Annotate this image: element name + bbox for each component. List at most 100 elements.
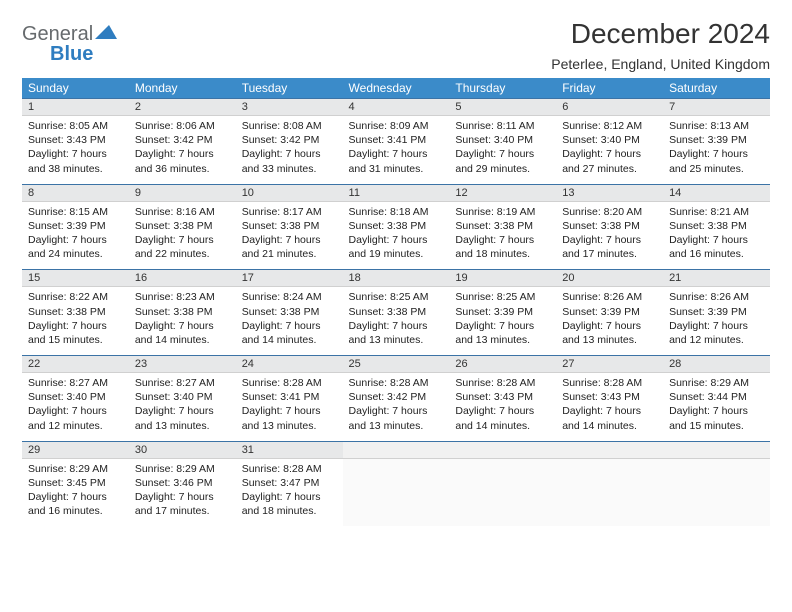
day-number-cell: 11 — [343, 184, 450, 201]
day-content-cell: Sunrise: 8:29 AMSunset: 3:44 PMDaylight:… — [663, 373, 770, 442]
day-content-cell — [663, 458, 770, 526]
day-line: and 21 minutes. — [242, 247, 337, 261]
day-content-cell: Sunrise: 8:28 AMSunset: 3:41 PMDaylight:… — [236, 373, 343, 442]
day-line: Sunset: 3:39 PM — [455, 305, 550, 319]
day-number-cell: 17 — [236, 270, 343, 287]
day-line: Sunrise: 8:22 AM — [28, 290, 123, 304]
calendar-table: Sunday Monday Tuesday Wednesday Thursday… — [22, 78, 770, 526]
weekday-header: Saturday — [663, 78, 770, 99]
day-number-cell: 13 — [556, 184, 663, 201]
daynum-row: 891011121314 — [22, 184, 770, 201]
day-number-cell: 28 — [663, 356, 770, 373]
day-number-cell: 20 — [556, 270, 663, 287]
day-content-cell: Sunrise: 8:26 AMSunset: 3:39 PMDaylight:… — [556, 287, 663, 356]
day-line: Sunrise: 8:19 AM — [455, 205, 550, 219]
day-number-cell: 31 — [236, 441, 343, 458]
title-block: December 2024 Peterlee, England, United … — [551, 18, 770, 72]
day-number-cell: 18 — [343, 270, 450, 287]
day-body-row: Sunrise: 8:29 AMSunset: 3:45 PMDaylight:… — [22, 458, 770, 526]
day-line: Sunset: 3:47 PM — [242, 476, 337, 490]
day-line: Sunset: 3:43 PM — [455, 390, 550, 404]
day-content-cell: Sunrise: 8:28 AMSunset: 3:47 PMDaylight:… — [236, 458, 343, 526]
day-line: Sunset: 3:39 PM — [28, 219, 123, 233]
day-line: and 22 minutes. — [135, 247, 230, 261]
day-line: Sunset: 3:39 PM — [669, 133, 764, 147]
day-line: and 18 minutes. — [242, 504, 337, 518]
day-number-cell: 21 — [663, 270, 770, 287]
day-content-cell: Sunrise: 8:20 AMSunset: 3:38 PMDaylight:… — [556, 201, 663, 270]
day-number-cell: 8 — [22, 184, 129, 201]
daynum-row: 1234567 — [22, 99, 770, 116]
location-text: Peterlee, England, United Kingdom — [551, 56, 770, 72]
day-line: Sunrise: 8:09 AM — [349, 119, 444, 133]
day-line: and 15 minutes. — [669, 419, 764, 433]
day-line: and 29 minutes. — [455, 162, 550, 176]
day-line: Daylight: 7 hours — [242, 490, 337, 504]
day-line: and 31 minutes. — [349, 162, 444, 176]
daynum-row: 15161718192021 — [22, 270, 770, 287]
day-content-cell: Sunrise: 8:11 AMSunset: 3:40 PMDaylight:… — [449, 116, 556, 185]
day-line: Sunset: 3:39 PM — [669, 305, 764, 319]
day-line: Sunrise: 8:28 AM — [242, 376, 337, 390]
day-line: and 12 minutes. — [28, 419, 123, 433]
day-content-cell: Sunrise: 8:29 AMSunset: 3:45 PMDaylight:… — [22, 458, 129, 526]
day-number-cell: 10 — [236, 184, 343, 201]
day-line: Sunrise: 8:27 AM — [135, 376, 230, 390]
day-line: and 12 minutes. — [669, 333, 764, 347]
day-line: Sunset: 3:38 PM — [135, 219, 230, 233]
day-line: Daylight: 7 hours — [135, 147, 230, 161]
day-number-cell: 7 — [663, 99, 770, 116]
logo-blue-text: Blue — [50, 44, 117, 64]
day-content-cell: Sunrise: 8:28 AMSunset: 3:42 PMDaylight:… — [343, 373, 450, 442]
day-number-cell: 1 — [22, 99, 129, 116]
day-line: Daylight: 7 hours — [349, 233, 444, 247]
day-content-cell: Sunrise: 8:28 AMSunset: 3:43 PMDaylight:… — [556, 373, 663, 442]
day-number-cell: 9 — [129, 184, 236, 201]
day-line: and 18 minutes. — [455, 247, 550, 261]
day-content-cell: Sunrise: 8:27 AMSunset: 3:40 PMDaylight:… — [129, 373, 236, 442]
day-line: Sunrise: 8:25 AM — [349, 290, 444, 304]
day-body-row: Sunrise: 8:05 AMSunset: 3:43 PMDaylight:… — [22, 116, 770, 185]
day-line: and 14 minutes. — [562, 419, 657, 433]
day-line: Daylight: 7 hours — [242, 233, 337, 247]
day-number-cell: 29 — [22, 441, 129, 458]
day-number-cell: 16 — [129, 270, 236, 287]
day-line: Sunrise: 8:26 AM — [562, 290, 657, 304]
day-content-cell: Sunrise: 8:19 AMSunset: 3:38 PMDaylight:… — [449, 201, 556, 270]
day-content-cell — [343, 458, 450, 526]
day-line: Daylight: 7 hours — [455, 404, 550, 418]
day-line: Sunset: 3:40 PM — [455, 133, 550, 147]
day-number-cell: 4 — [343, 99, 450, 116]
day-line: Sunrise: 8:13 AM — [669, 119, 764, 133]
day-content-cell: Sunrise: 8:29 AMSunset: 3:46 PMDaylight:… — [129, 458, 236, 526]
day-line: Sunrise: 8:26 AM — [669, 290, 764, 304]
day-line: Sunrise: 8:15 AM — [28, 205, 123, 219]
day-number-cell — [449, 441, 556, 458]
day-line: Sunset: 3:38 PM — [455, 219, 550, 233]
day-number-cell: 23 — [129, 356, 236, 373]
day-content-cell: Sunrise: 8:21 AMSunset: 3:38 PMDaylight:… — [663, 201, 770, 270]
day-content-cell: Sunrise: 8:08 AMSunset: 3:42 PMDaylight:… — [236, 116, 343, 185]
day-line: Sunset: 3:38 PM — [349, 305, 444, 319]
calendar-body: 1234567Sunrise: 8:05 AMSunset: 3:43 PMDa… — [22, 99, 770, 527]
weekday-header: Wednesday — [343, 78, 450, 99]
day-line: Sunrise: 8:28 AM — [242, 462, 337, 476]
day-line: Sunrise: 8:08 AM — [242, 119, 337, 133]
day-number-cell: 5 — [449, 99, 556, 116]
day-number-cell — [556, 441, 663, 458]
day-content-cell: Sunrise: 8:13 AMSunset: 3:39 PMDaylight:… — [663, 116, 770, 185]
day-line: and 33 minutes. — [242, 162, 337, 176]
weekday-header: Friday — [556, 78, 663, 99]
day-line: and 13 minutes. — [349, 419, 444, 433]
day-body-row: Sunrise: 8:22 AMSunset: 3:38 PMDaylight:… — [22, 287, 770, 356]
day-content-cell: Sunrise: 8:16 AMSunset: 3:38 PMDaylight:… — [129, 201, 236, 270]
day-line: and 14 minutes. — [455, 419, 550, 433]
day-line: Sunset: 3:38 PM — [242, 305, 337, 319]
day-line: Daylight: 7 hours — [455, 319, 550, 333]
day-line: Sunset: 3:44 PM — [669, 390, 764, 404]
day-line: Daylight: 7 hours — [28, 233, 123, 247]
day-number-cell: 19 — [449, 270, 556, 287]
day-number-cell: 3 — [236, 99, 343, 116]
day-line: and 13 minutes. — [349, 333, 444, 347]
day-line: Sunset: 3:38 PM — [28, 305, 123, 319]
